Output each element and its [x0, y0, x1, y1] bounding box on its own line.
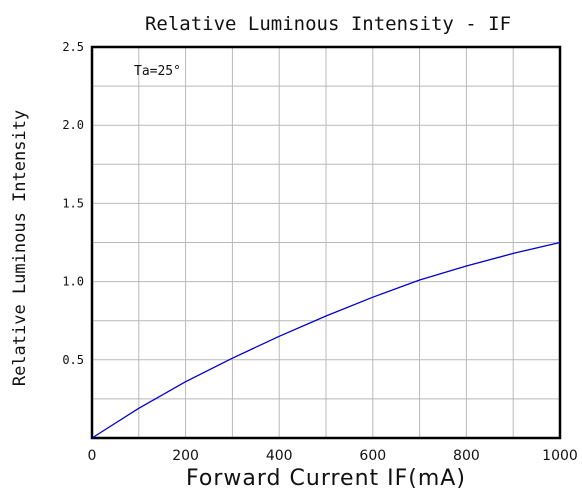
temperature-annotation: Ta=25° — [134, 64, 181, 79]
y-tick-label: 2.5 — [62, 40, 84, 54]
y-tick-labels: 0.5 1.0 1.5 2.0 2.5 — [62, 40, 84, 367]
y-tick-label: 2.0 — [62, 118, 84, 132]
x-tick-label: 800 — [453, 448, 480, 464]
x-tick-label: 0 — [88, 448, 97, 464]
x-tick-label: 200 — [172, 448, 199, 464]
x-tick-labels: 0 200 400 600 800 1000 — [88, 448, 578, 464]
chart-title: Relative Luminous Intensity - IF — [145, 13, 511, 35]
series-line — [91, 241, 561, 439]
x-tick-label: 1000 — [542, 448, 578, 464]
grid-lines — [92, 47, 560, 438]
y-tick-label: 1.5 — [62, 196, 84, 210]
x-tick-label: 400 — [266, 448, 293, 464]
x-tick-label: 600 — [359, 448, 386, 464]
y-tick-label: 1.0 — [62, 275, 84, 289]
x-axis-title: Forward Current IF(mA) — [186, 466, 466, 491]
series-group — [91, 241, 561, 439]
y-tick-label: 0.5 — [62, 353, 84, 367]
y-axis-title: Relative Luminous Intensity — [10, 110, 30, 386]
